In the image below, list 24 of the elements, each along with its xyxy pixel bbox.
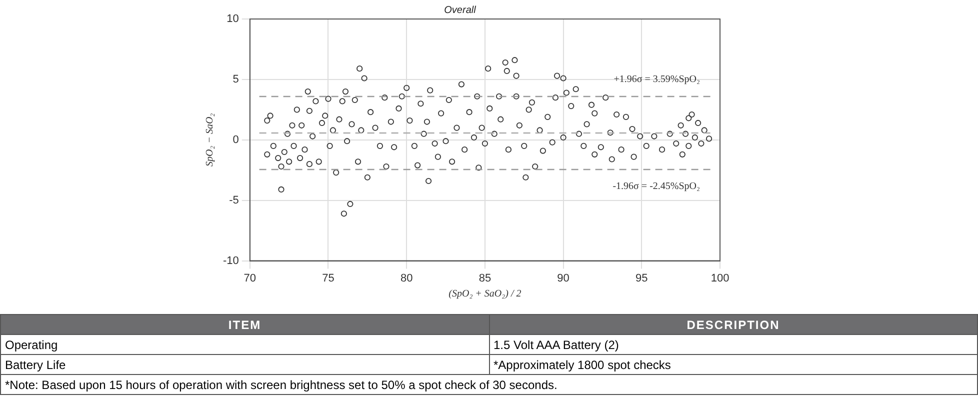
x-tick-label: 70 bbox=[244, 272, 256, 284]
text: 1.5 Volt AAA Battery (2) bbox=[489, 334, 978, 354]
ref-line-label: +1.96σ = 3.59%SpO₂ bbox=[614, 74, 700, 86]
x-tick-label: 100 bbox=[710, 272, 730, 284]
text: DESCRIPTION bbox=[489, 314, 978, 334]
x-tick-label: 85 bbox=[478, 272, 492, 284]
y-tick-label: 5 bbox=[232, 73, 239, 86]
x-tick-label: 80 bbox=[400, 272, 413, 284]
text: Operating bbox=[0, 334, 489, 354]
x-axis-title: (SpO₂ + SaO₂) / 2 bbox=[448, 288, 522, 300]
text: Battery Life bbox=[0, 354, 489, 374]
y-tick-label: -10 bbox=[222, 254, 239, 267]
text: *Approximately 1800 spot checks bbox=[489, 354, 978, 374]
x-tick-label: 75 bbox=[322, 272, 334, 284]
y-tick-label: -5 bbox=[229, 194, 239, 206]
text: *Note: Based upon 15 hours of operation with screen brightness set to 50% a spot check of 30 seconds. bbox=[0, 374, 978, 394]
ref-line-label: -1.96σ = -2.45%SpO₂ bbox=[612, 181, 700, 192]
chart-title: Overall bbox=[444, 4, 477, 16]
y-tick-label: 0 bbox=[232, 134, 239, 146]
x-tick-label: 90 bbox=[557, 272, 570, 284]
text: ITEM bbox=[0, 314, 489, 334]
y-tick-label: 10 bbox=[226, 13, 239, 26]
y-axis-title: SpO₂ − SaO₂ bbox=[204, 112, 216, 166]
x-tick-label: 95 bbox=[636, 272, 648, 284]
